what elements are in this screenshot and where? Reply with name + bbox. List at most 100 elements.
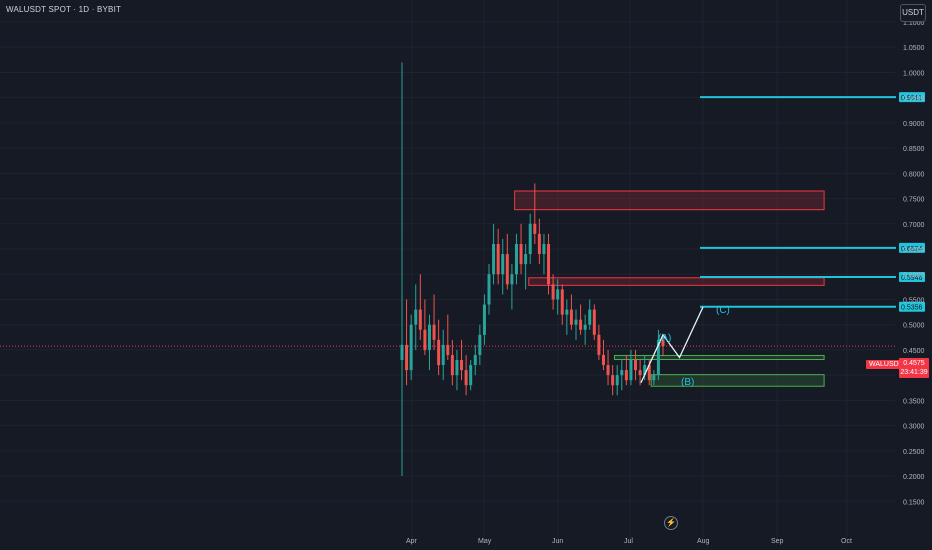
candle-body xyxy=(478,334,482,355)
price-tick-label: 0.2000 xyxy=(903,474,925,481)
price-tick-label: 0.1500 xyxy=(903,499,925,506)
candle-body xyxy=(409,324,413,371)
resistance-zone xyxy=(528,277,825,286)
axes: 1.1000 1.0500 1.0000 0.9500 0.9000 0.8500 0.80… xyxy=(406,20,925,545)
price-tick-label: 0.6000 xyxy=(903,272,925,279)
candle-body xyxy=(597,334,601,355)
candle-body xyxy=(574,319,578,325)
price-tick-label: 0.9000 xyxy=(903,121,925,128)
candle-body xyxy=(592,309,596,335)
target-level-badge xyxy=(899,92,925,103)
candle-body xyxy=(437,339,441,366)
candle-body xyxy=(629,360,633,381)
currency-button[interactable]: USDT xyxy=(900,4,926,22)
candle-body xyxy=(446,344,450,355)
symbol-price-label: WALUSDT xyxy=(866,360,906,369)
candle-body xyxy=(441,344,445,366)
support-zone xyxy=(650,374,825,387)
wave-label-b: (B) xyxy=(681,377,695,388)
price-tick-label: 0.4500 xyxy=(903,348,925,355)
candle-body xyxy=(450,354,454,376)
current-price-value: 0.4575 xyxy=(903,360,925,367)
time-tick-label: Oct xyxy=(841,538,852,545)
candle-body xyxy=(560,289,564,315)
time-tick-label: Aug xyxy=(697,538,710,545)
price-tick-label: 0.8500 xyxy=(903,146,925,153)
candle-body xyxy=(464,370,468,386)
price-tick-label: 0.5000 xyxy=(903,323,925,330)
chart-title: WALUSDT SPOT · 1D · BYBIT xyxy=(6,5,122,14)
candle-body xyxy=(542,243,546,255)
zones xyxy=(0,190,895,387)
target-level-badge xyxy=(899,271,925,282)
target-level-badge xyxy=(899,242,925,253)
candle-body xyxy=(533,223,537,234)
candle-body xyxy=(638,370,642,376)
candle-body xyxy=(501,254,505,275)
candle-body xyxy=(455,360,459,376)
candle-body xyxy=(615,375,619,386)
target-level-label: 0.5946 xyxy=(901,275,923,282)
time-tick-label: Jul xyxy=(624,538,633,545)
candle-body xyxy=(492,243,496,275)
candle-body xyxy=(606,365,610,376)
price-tick-label: 0.7500 xyxy=(903,197,925,204)
target-level-label: 0.9511 xyxy=(901,95,922,102)
candle-body xyxy=(400,344,404,361)
wave-label-c: (C) xyxy=(716,305,730,316)
candle-body xyxy=(524,254,528,265)
candle-body xyxy=(432,324,436,340)
wave-label-a: (A) xyxy=(658,333,672,344)
candle-body xyxy=(514,243,518,275)
time-tick-label: Jun xyxy=(552,538,563,545)
candle-body xyxy=(427,324,431,350)
candle-body xyxy=(547,243,551,285)
price-tick-label: 0.3500 xyxy=(903,398,925,405)
price-tick-label: 0.7000 xyxy=(903,222,925,229)
candle-body xyxy=(460,360,464,371)
candle-body xyxy=(624,370,628,381)
candle-body xyxy=(496,243,500,275)
candle-body xyxy=(487,274,491,305)
support-zone xyxy=(614,354,825,361)
candle-body xyxy=(620,370,624,376)
candle-body xyxy=(469,365,473,386)
price-tick-label: 0.3000 xyxy=(903,424,925,431)
candle-body xyxy=(482,304,486,335)
candle-body xyxy=(473,354,477,366)
candle-body xyxy=(556,289,560,300)
time-tick-label: Sep xyxy=(771,538,784,545)
target-level-label: 0.6524 xyxy=(901,246,923,253)
level-lines: 0.9511 0.6524 0.5946 0.5356 xyxy=(700,92,925,312)
candle-body xyxy=(588,309,592,325)
candle-body xyxy=(579,319,583,330)
bar-countdown: 23:41:39 xyxy=(900,369,928,376)
price-tick-label: 0.6500 xyxy=(903,247,925,254)
price-tick-label: 1.0500 xyxy=(903,45,925,52)
candle-body xyxy=(405,344,409,371)
lightning-icon[interactable]: ⚡ xyxy=(664,516,678,530)
candle-body xyxy=(551,284,555,300)
candle-body xyxy=(528,223,532,255)
price-tick-label: 0.5500 xyxy=(903,297,925,304)
candle-body xyxy=(656,339,660,376)
price-tick-label: 0.9500 xyxy=(903,96,925,103)
resistance-zone xyxy=(514,190,825,211)
candle-body xyxy=(505,254,509,285)
candle-body xyxy=(537,233,541,255)
candles xyxy=(400,62,665,477)
candle-body xyxy=(569,309,573,325)
price-tick-label: 0.2500 xyxy=(903,449,925,456)
target-level-badge xyxy=(899,301,925,312)
candle-body xyxy=(414,309,418,325)
candle-body xyxy=(601,354,605,366)
candle-body xyxy=(423,329,427,350)
candle-body xyxy=(661,339,665,347)
price-tick-label: 0.8000 xyxy=(903,171,925,178)
current-price-label: 0.4575 23:41:39 xyxy=(899,358,929,378)
candle-body xyxy=(643,365,647,376)
target-level-label: 0.5356 xyxy=(901,305,923,312)
